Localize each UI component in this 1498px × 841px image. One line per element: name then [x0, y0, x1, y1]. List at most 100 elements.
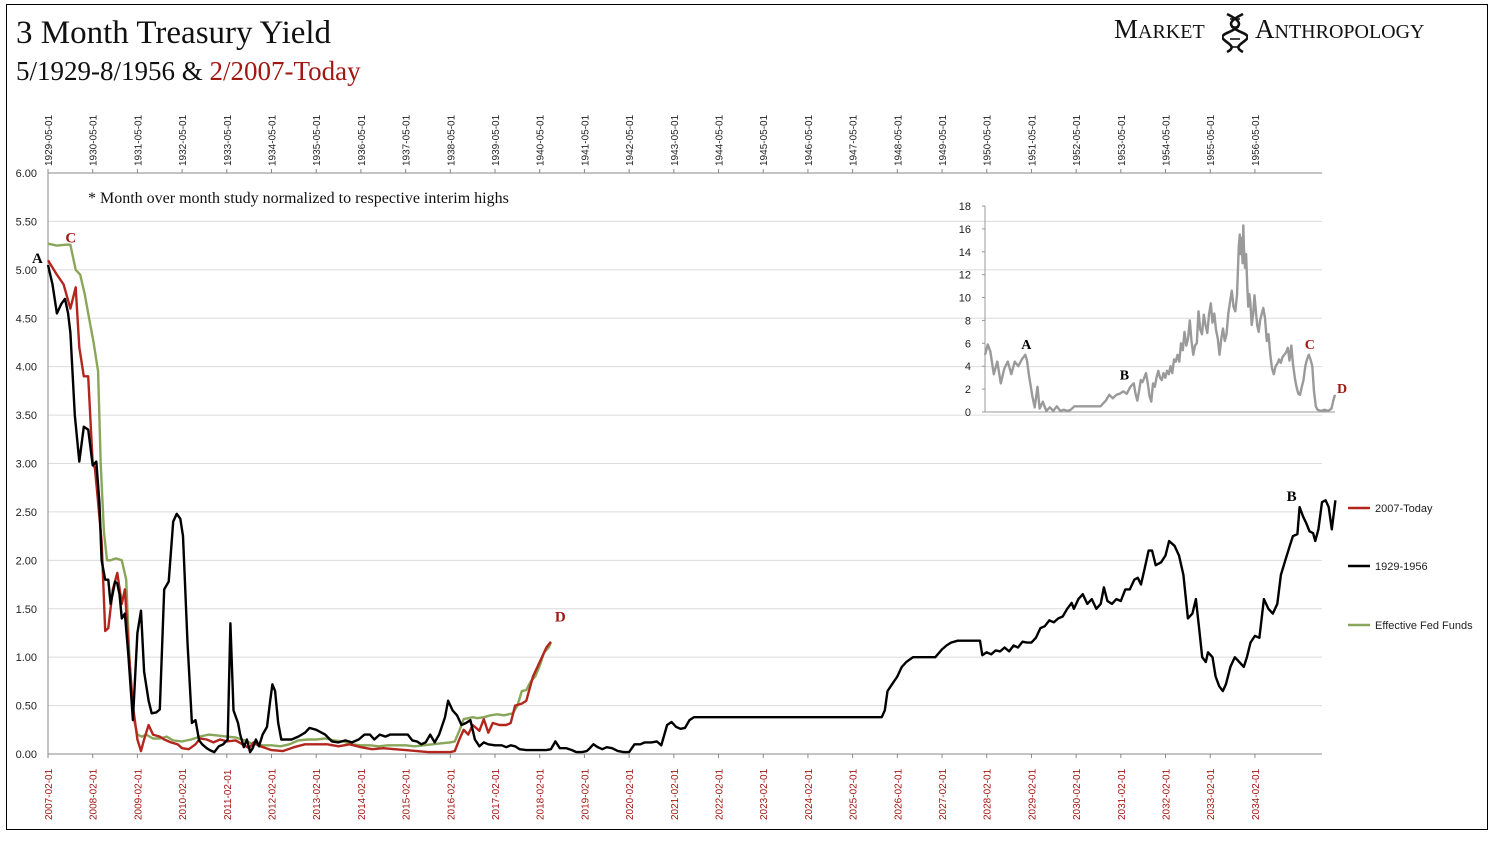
- y-tick-label: 5.00: [16, 265, 37, 277]
- y-tick-label: 1.00: [16, 652, 37, 664]
- logo-word-market: MARKET: [1114, 14, 1205, 45]
- top-axis-label: 1951-05-01: [1027, 114, 1038, 166]
- y-tick-label: 2.00: [16, 555, 37, 567]
- top-axis-label: 1944-05-01: [715, 114, 726, 166]
- top-axis-label: 1955-05-01: [1206, 114, 1217, 166]
- top-axis-label: 1937-05-01: [402, 114, 413, 166]
- bottom-axis-label: 2009-02-01: [133, 768, 144, 820]
- top-axis-label: 1953-05-01: [1117, 114, 1128, 166]
- bottom-axis-label: 2016-02-01: [446, 768, 457, 820]
- y-tick-label: 2.50: [16, 507, 37, 519]
- top-axis-label: 1930-05-01: [89, 114, 100, 166]
- top-axis-label: 1954-05-01: [1162, 114, 1173, 166]
- top-axis-label: 1948-05-01: [893, 114, 904, 166]
- bottom-axis-label: 2018-02-01: [536, 768, 547, 820]
- top-axis-label: 1939-05-01: [491, 114, 502, 166]
- top-axis-label: 1938-05-01: [446, 114, 457, 166]
- subtitle-black: 5/1929-8/1956 &: [16, 56, 210, 86]
- inset-y-tick-label: 8: [965, 315, 971, 327]
- y-tick-label: 5.50: [16, 216, 37, 228]
- point-label-b: B: [1287, 489, 1297, 505]
- inset-point-label-d: D: [1337, 382, 1347, 397]
- series-line-1929-1956: [46, 264, 1337, 754]
- top-axis-label: 1940-05-01: [536, 114, 547, 166]
- dna-helix-icon: [1222, 12, 1248, 54]
- inset-point-label-c: C: [1305, 338, 1315, 353]
- top-axis-label: 1947-05-01: [849, 114, 860, 166]
- bottom-axis-label: 2033-02-01: [1206, 768, 1217, 820]
- series-line-effective-fed-funds: [47, 242, 552, 748]
- inset-y-tick-label: 16: [959, 224, 971, 236]
- y-tick-label: 3.00: [16, 459, 37, 471]
- top-axis-label: 1945-05-01: [759, 114, 770, 166]
- legend-label-1: 1929-1956: [1375, 561, 1428, 573]
- top-axis-label: 1936-05-01: [357, 114, 368, 166]
- y-tick-label: 0.00: [16, 749, 37, 761]
- y-tick-label: 6.00: [16, 168, 37, 180]
- bottom-axis-label: 2010-02-01: [178, 768, 189, 820]
- chart-subtitle: 5/1929-8/1956 & 2/2007-Today: [16, 56, 361, 87]
- y-tick-label: 0.50: [16, 701, 37, 713]
- bottom-axis-label: 2021-02-01: [670, 768, 681, 820]
- bottom-axis-label: 2014-02-01: [357, 768, 368, 820]
- legend-label-2: Effective Fed Funds: [1375, 620, 1473, 632]
- top-axis-label: 1952-05-01: [1072, 114, 1083, 166]
- top-axis-label: 1956-05-01: [1251, 114, 1262, 166]
- top-axis-label: 1943-05-01: [670, 114, 681, 166]
- top-axis-label: 1933-05-01: [223, 114, 234, 166]
- bottom-axis-label: 2017-02-01: [491, 768, 502, 820]
- bottom-axis-label: 2024-02-01: [804, 768, 815, 820]
- top-axis-label: 1931-05-01: [133, 114, 144, 166]
- top-axis-label: 1929-05-01: [44, 114, 55, 166]
- bottom-axis-label: 2023-02-01: [759, 768, 770, 820]
- point-label-a: A: [32, 251, 43, 267]
- bottom-axis-label: 2032-02-01: [1162, 768, 1173, 820]
- subtitle-red: 2/2007-Today: [209, 56, 361, 86]
- inset-y-tick-label: 0: [965, 407, 971, 419]
- chart-frame: [6, 4, 1488, 830]
- bottom-axis-label: 2008-02-01: [89, 768, 100, 820]
- bottom-axis-label: 2026-02-01: [893, 768, 904, 820]
- inset-point-label-b: B: [1120, 368, 1129, 383]
- study-note: * Month over month study normalized to r…: [88, 190, 509, 207]
- chart-title: 3 Month Treasury Yield: [16, 15, 332, 51]
- bottom-axis-label: 2030-02-01: [1072, 768, 1083, 820]
- logo-word-market-cap: M: [1114, 14, 1139, 44]
- y-tick-label: 4.50: [16, 313, 37, 325]
- bottom-axis-label: 2011-02-01: [223, 769, 234, 820]
- y-tick-label: 1.50: [16, 604, 37, 616]
- inset-y-tick-label: 4: [965, 361, 971, 373]
- bottom-axis-label: 2015-02-01: [402, 768, 413, 820]
- inset-y-tick-label: 14: [959, 247, 971, 259]
- top-axis-label: 1934-05-01: [268, 114, 279, 166]
- bottom-axis-label: 2027-02-01: [938, 768, 949, 820]
- series-line-2007-today: [46, 259, 552, 754]
- inset-y-tick-label: 18: [959, 201, 971, 213]
- inset-y-tick-label: 10: [959, 293, 971, 305]
- inset-y-tick-label: 6: [965, 338, 971, 350]
- y-tick-label: 3.50: [16, 410, 37, 422]
- bottom-axis-label: 2025-02-01: [849, 768, 860, 820]
- logo-word-anthropology: ANTHROPOLOGY: [1255, 14, 1425, 45]
- top-axis-label: 1941-05-01: [580, 114, 591, 166]
- inset-series-line: [983, 224, 1337, 413]
- logo-word-market-rest: ARKET: [1138, 21, 1205, 43]
- bottom-axis-label: 2034-02-01: [1251, 768, 1262, 820]
- bottom-axis-label: 2007-02-01: [44, 768, 55, 820]
- top-axis-label: 1932-05-01: [178, 114, 189, 166]
- bottom-axis-label: 2019-02-01: [580, 768, 591, 820]
- bottom-axis-label: 2013-02-01: [312, 768, 323, 820]
- inset-y-tick-label: 12: [959, 270, 971, 282]
- bottom-axis-label: 2012-02-01: [268, 768, 279, 820]
- point-label-d: D: [555, 610, 566, 626]
- logo-word-anthropology-cap: A: [1255, 14, 1275, 44]
- bottom-axis-label: 2031-02-01: [1117, 768, 1128, 820]
- legend-label-0: 2007-Today: [1375, 503, 1433, 515]
- bottom-axis-label: 2029-02-01: [1027, 768, 1038, 820]
- bottom-axis-label: 2020-02-01: [625, 768, 636, 820]
- top-axis-label: 1950-05-01: [983, 114, 994, 166]
- market-anthropology-logo: MARKET ANTHROPOLOGY: [1112, 12, 1462, 56]
- point-label-c: C: [65, 231, 76, 247]
- top-axis-label: 1946-05-01: [804, 114, 815, 166]
